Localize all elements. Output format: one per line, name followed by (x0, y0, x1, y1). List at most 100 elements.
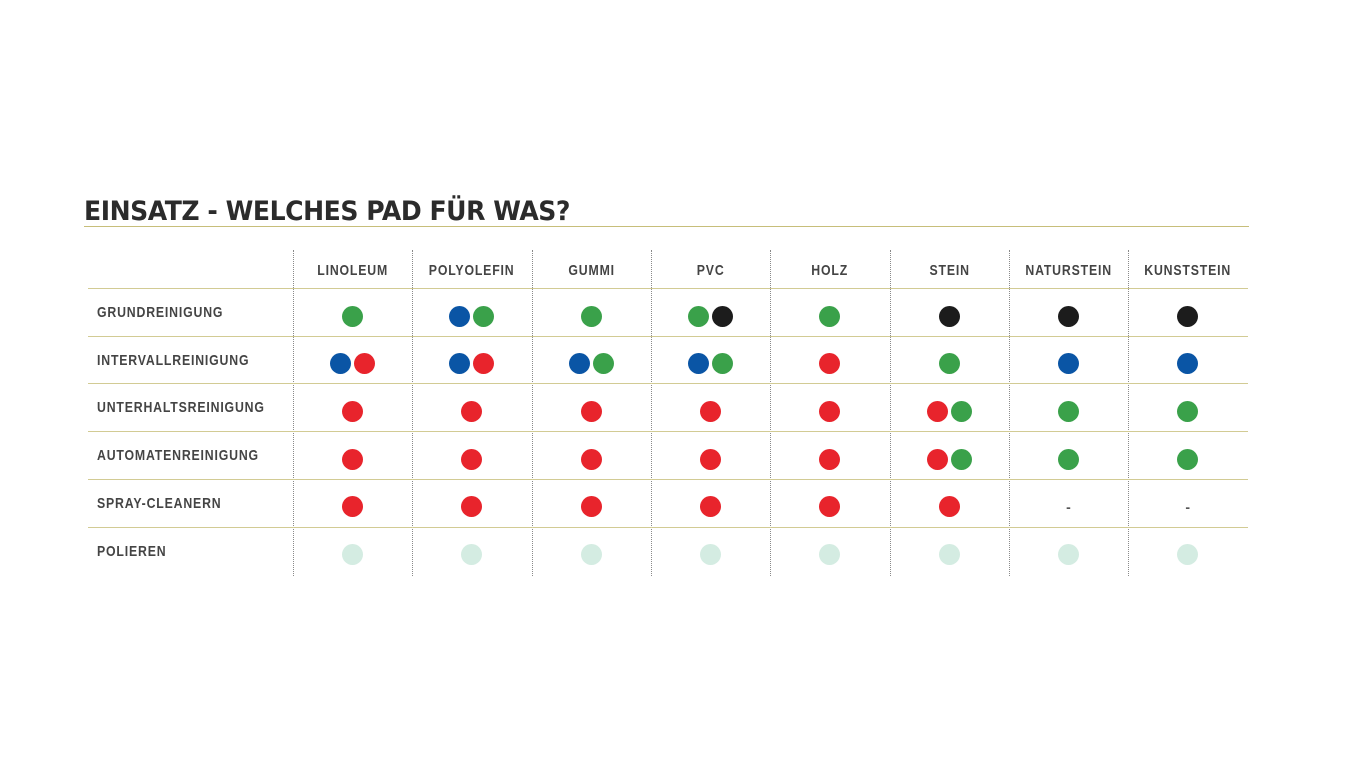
blue-pad-dot (449, 305, 471, 327)
table-cell (651, 399, 770, 423)
column-header: HOLZ (811, 262, 849, 279)
table-cell (412, 399, 531, 423)
table-cell (293, 399, 412, 423)
black-pad-dot (1177, 305, 1199, 327)
green-pad-dot (938, 353, 960, 375)
blue-pad-dot (1057, 353, 1079, 375)
mint-pad-dot (461, 544, 483, 565)
column-header: NATURSTEIN (1025, 262, 1112, 279)
column-divider (1008, 250, 1010, 576)
table-cell (1128, 447, 1247, 471)
table-cell (532, 447, 651, 471)
red-pad-dot (461, 496, 483, 518)
red-pad-dot (473, 353, 495, 375)
row-label: UNTERHALTSREINIGUNG (97, 399, 265, 417)
table-cell (890, 495, 1009, 519)
table-cell (890, 399, 1009, 423)
table-cell (293, 447, 412, 471)
empty-marker: - (1185, 498, 1191, 515)
column-divider (650, 250, 652, 576)
red-pad-dot (700, 448, 722, 470)
red-pad-dot (926, 448, 948, 470)
mint-pad-dot (1057, 544, 1079, 565)
table-cell (890, 352, 1009, 376)
red-pad-dot (819, 496, 841, 518)
table-cell (532, 352, 651, 376)
column-header: LINOLEUM (317, 262, 389, 279)
table-cell (532, 543, 651, 567)
table-cell (1009, 543, 1128, 567)
table-cell (412, 352, 531, 376)
green-pad-dot (1057, 400, 1079, 422)
mint-pad-dot (580, 544, 602, 565)
column-header: GUMMI (568, 262, 615, 279)
chart-title: EINSATZ - WELCHES PAD FÜR WAS? (84, 196, 571, 227)
mint-pad-dot (342, 544, 364, 565)
column-header: PVC (696, 262, 725, 279)
column-divider (293, 250, 294, 576)
table-cell (770, 543, 889, 567)
row-label: POLIEREN (97, 542, 167, 560)
table-cell (651, 304, 770, 328)
table-cell (412, 304, 531, 328)
table-cell (890, 447, 1009, 471)
green-pad-dot (592, 353, 614, 375)
table-cell (770, 447, 889, 471)
table-cell (890, 543, 1009, 567)
table-cell: - (1128, 495, 1247, 519)
table-cell (890, 304, 1009, 328)
table-cell (1128, 543, 1247, 567)
blue-pad-dot (568, 353, 590, 375)
row-divider (88, 288, 1248, 289)
blue-pad-dot (449, 353, 471, 375)
green-pad-dot (1177, 448, 1199, 470)
table-cell (1128, 352, 1247, 376)
column-header: STEIN (928, 262, 970, 279)
green-pad-dot (580, 305, 602, 327)
table-cell (293, 352, 412, 376)
row-label: GRUNDREINIGUNG (97, 304, 224, 321)
row-label: SPRAY-CLEANERN (97, 494, 222, 512)
table-cell: - (1009, 495, 1128, 519)
row-divider (88, 383, 1248, 385)
blue-pad-dot (330, 353, 352, 375)
column-header: POLYOLEFIN (429, 262, 515, 279)
row-divider (88, 526, 1248, 528)
table-cell (293, 304, 412, 328)
red-pad-dot (819, 353, 841, 375)
red-pad-dot (342, 496, 364, 518)
blue-pad-dot (688, 353, 710, 375)
table-cell (770, 304, 889, 328)
table-cell (770, 399, 889, 423)
green-pad-dot (688, 305, 710, 327)
column-header: KUNSTSTEIN (1144, 262, 1232, 279)
black-pad-dot (938, 305, 960, 327)
row-divider (88, 478, 1248, 480)
mint-pad-dot (819, 544, 841, 565)
red-pad-dot (700, 496, 722, 518)
table-cell (532, 495, 651, 519)
pad-usage-table: LINOLEUM POLYOLEFIN GUMMI PVC HOLZ STEIN NATUR… (88, 250, 1248, 576)
green-pad-dot (950, 400, 972, 422)
green-pad-dot (473, 305, 495, 327)
blue-pad-dot (1177, 353, 1199, 375)
red-pad-dot (938, 496, 960, 518)
red-pad-dot (580, 448, 602, 470)
green-pad-dot (819, 305, 841, 327)
row-divider (88, 431, 1248, 433)
row-divider (88, 335, 1248, 337)
column-divider (412, 250, 414, 576)
red-pad-dot (461, 400, 483, 422)
mint-pad-dot (938, 544, 960, 565)
green-pad-dot (950, 448, 972, 470)
table-cell (293, 495, 412, 519)
row-label: AUTOMATENREINIGUNG (97, 447, 259, 465)
table-cell (651, 352, 770, 376)
table-cell (1128, 304, 1247, 328)
table-cell (651, 495, 770, 519)
table-cell (1009, 399, 1128, 423)
red-pad-dot (354, 353, 376, 375)
row-label: INTERVALLREINIGUNG (97, 351, 250, 369)
table-cell (651, 447, 770, 471)
column-divider (1128, 250, 1130, 576)
